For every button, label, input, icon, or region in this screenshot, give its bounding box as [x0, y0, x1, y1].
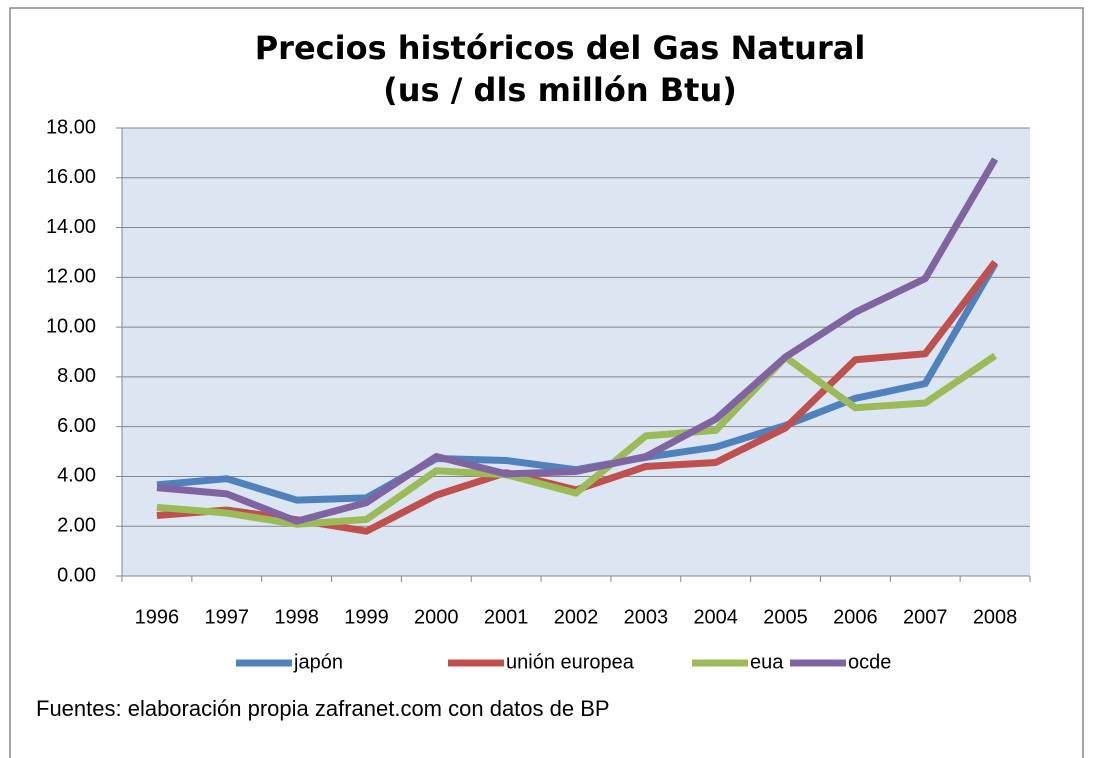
- x-tick-label: 2005: [763, 606, 808, 628]
- y-tick-label: 6.00: [57, 415, 96, 437]
- x-tick-label: 2004: [693, 606, 738, 628]
- chart-frame: [9, 7, 1084, 758]
- x-tick-label: 2006: [833, 606, 878, 628]
- x-tick-label: 1997: [205, 606, 250, 628]
- series-line: [156, 157, 999, 525]
- y-tick-label: 10.00: [46, 315, 96, 337]
- x-tick-label: 1998: [274, 606, 319, 628]
- x-tick-label: 2001: [484, 606, 529, 628]
- y-tick-label: 2.00: [57, 515, 96, 537]
- y-tick-label: 12.00: [46, 266, 96, 288]
- x-tick-label: 1996: [135, 606, 180, 628]
- y-tick-label: 14.00: [46, 216, 96, 238]
- y-tick-label: 8.00: [57, 365, 96, 387]
- legend-label: ocde: [848, 651, 891, 673]
- chart-subtitle: (us / dls millón Btu): [383, 71, 737, 109]
- y-tick-label: 4.00: [57, 465, 96, 487]
- footnote: Fuentes: elaboración propia zafranet.com…: [36, 696, 610, 721]
- x-tick-label: 2008: [973, 606, 1018, 628]
- x-tick-label: 1999: [344, 606, 389, 628]
- x-tick-label: 2007: [903, 606, 948, 628]
- chart-title: Precios históricos del Gas Natural: [255, 29, 866, 67]
- legend-label: eua: [750, 651, 784, 673]
- x-tick-label: 2002: [554, 606, 599, 628]
- y-tick-label: 18.00: [46, 116, 96, 138]
- y-tick-label: 0.00: [57, 564, 96, 586]
- x-tick-label: 2000: [414, 606, 459, 628]
- plot-area: [122, 128, 1030, 576]
- legend-label: japón: [293, 651, 343, 673]
- y-tick-label: 16.00: [46, 166, 96, 188]
- legend-label: unión europea: [506, 651, 635, 673]
- x-tick-label: 2003: [624, 606, 669, 628]
